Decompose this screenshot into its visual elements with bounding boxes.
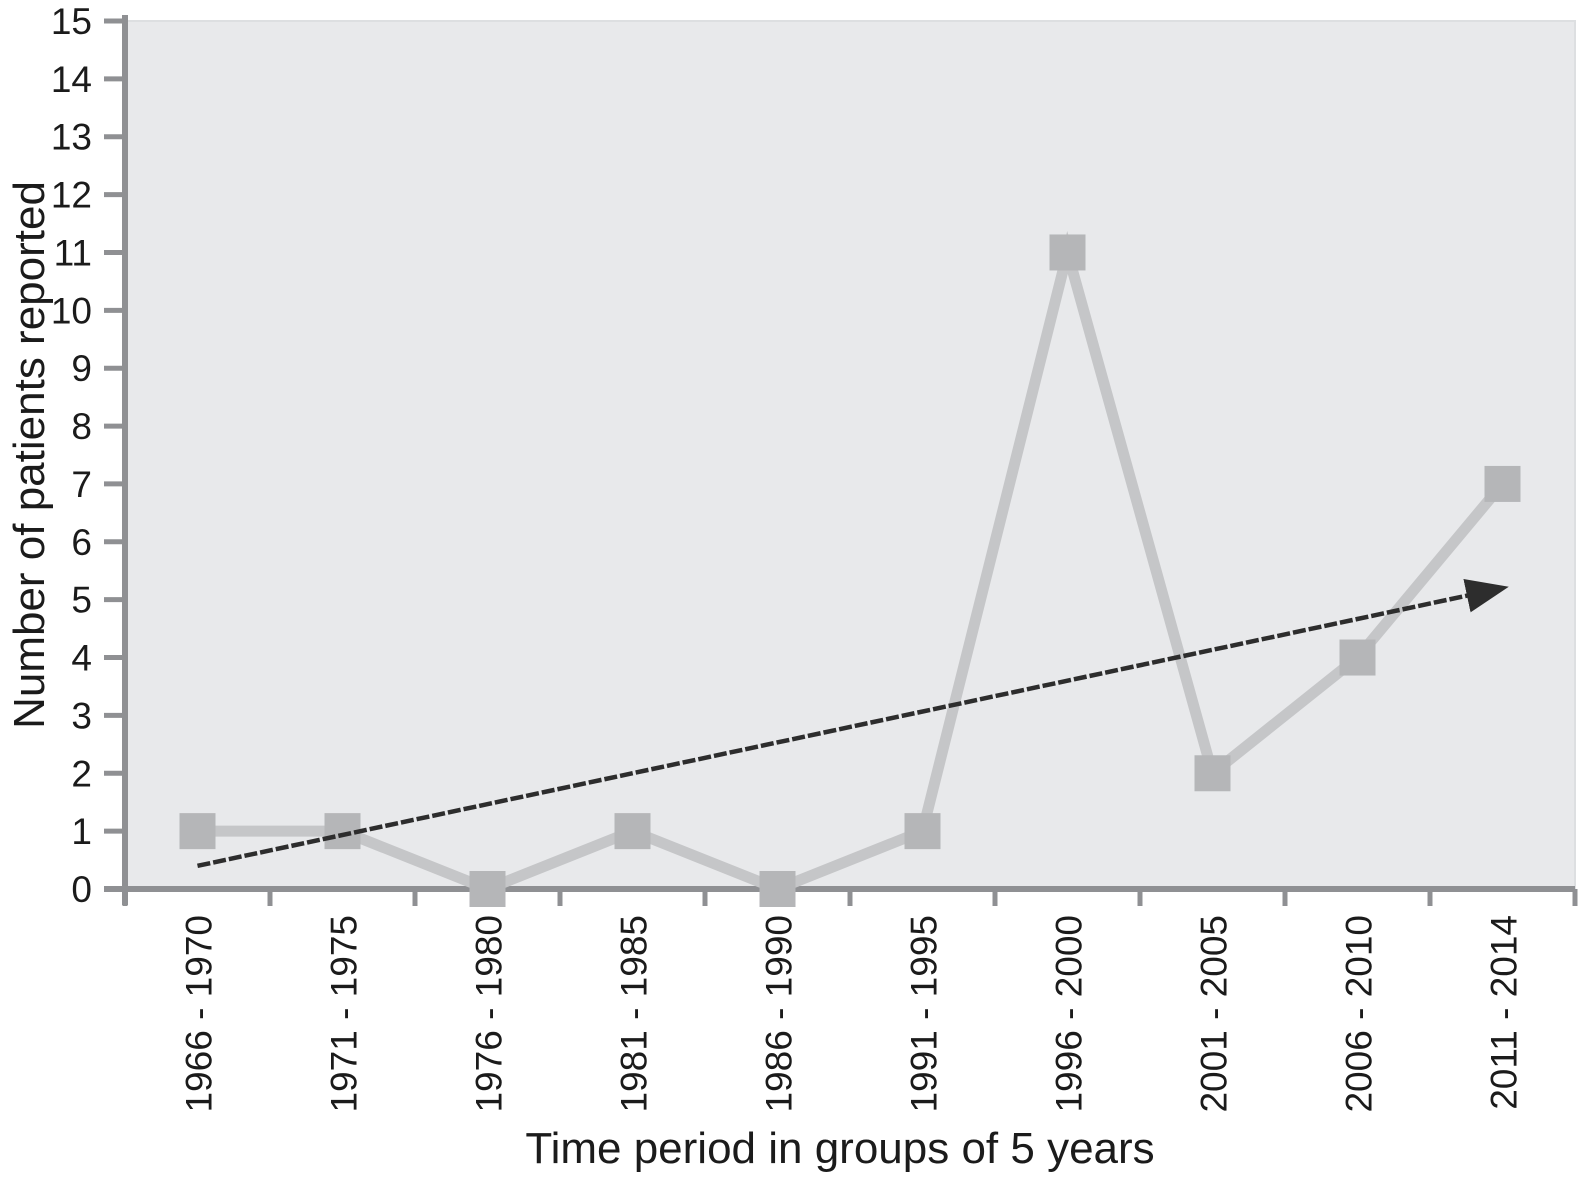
x-axis-title: Time period in groups of 5 years	[525, 1124, 1154, 1173]
x-tick-label: 1966 - 1970	[179, 915, 220, 1113]
plot-background	[124, 20, 1576, 890]
y-tick-label: 4	[71, 638, 92, 679]
y-tick-label: 2	[71, 753, 92, 794]
y-tick-label: 6	[71, 522, 92, 563]
data-point-marker	[1049, 234, 1086, 271]
data-point-marker	[1484, 465, 1521, 502]
x-tick-label: 2001 - 2005	[1194, 915, 1235, 1113]
data-point-marker	[179, 813, 216, 850]
y-tick-label: 7	[71, 464, 92, 505]
y-tick-label: 9	[71, 348, 92, 389]
y-tick-label: 8	[71, 406, 92, 447]
y-tick-label: 0	[71, 869, 92, 910]
data-point-marker	[904, 813, 941, 850]
data-point-marker	[1339, 639, 1376, 676]
y-axis-title: Number of patients reported	[5, 181, 54, 729]
y-tick-label: 5	[71, 580, 92, 621]
y-tick-label: 3	[71, 695, 92, 736]
y-tick-label: 1	[71, 811, 92, 852]
y-tick-label: 14	[51, 59, 92, 100]
x-tick-label: 1981 - 1985	[614, 915, 655, 1113]
x-tick-label: 1976 - 1980	[469, 915, 510, 1113]
x-tick-label: 2011 - 2014	[1484, 915, 1525, 1110]
data-point-marker	[759, 871, 796, 907]
patient-series-line	[197, 230, 1507, 895]
data-point-marker	[614, 813, 651, 850]
x-tick-label: 2006 - 2010	[1339, 915, 1380, 1113]
x-tick-label: 1996 - 2000	[1049, 915, 1090, 1113]
x-tick-label: 1991 - 1995	[904, 915, 945, 1113]
x-tick-label: 1971 - 1975	[324, 915, 365, 1113]
y-tick-label: 12	[51, 175, 92, 216]
data-point-marker	[1194, 755, 1231, 792]
y-tick-label: 15	[51, 1, 92, 42]
trend-arrow	[197, 578, 1509, 869]
y-tick-label: 13	[51, 117, 92, 158]
y-tick-label: 11	[54, 232, 92, 273]
y-tick-label: 10	[51, 290, 92, 331]
x-tick-label: 1986 - 1990	[759, 915, 800, 1113]
data-point-marker	[469, 871, 506, 907]
